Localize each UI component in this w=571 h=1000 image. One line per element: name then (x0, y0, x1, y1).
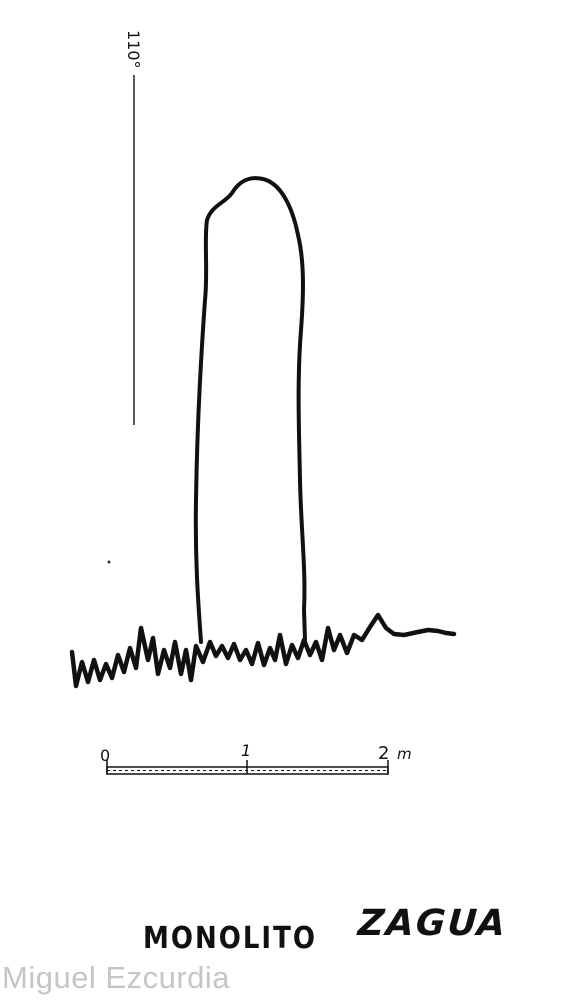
author-watermark: Miguel Ezcurdia (2, 960, 231, 995)
ground-grass (69, 612, 457, 689)
title-place-name: ZAGUA (356, 903, 509, 944)
height-marker-label: 110° (124, 30, 143, 69)
ink-dot (107, 560, 111, 564)
scale-label-2: 2 (378, 743, 389, 764)
scale-unit: m (397, 745, 412, 763)
scale-label-0: 0 (100, 746, 110, 765)
scale-label-1: 1 (241, 741, 251, 760)
scale-bar: 0 1 2 m (100, 741, 412, 775)
monolith-outline (193, 176, 307, 644)
title-object-name: MONOLITO (143, 921, 317, 957)
